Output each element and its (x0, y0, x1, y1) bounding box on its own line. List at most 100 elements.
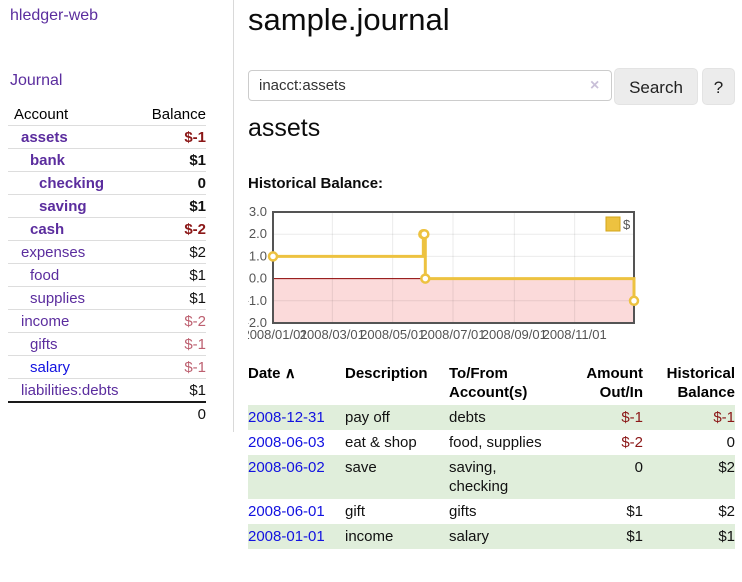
transaction-accounts: saving, checking (449, 455, 561, 499)
transaction-description: save (345, 459, 377, 476)
account-link-gifts[interactable]: gifts (30, 336, 58, 353)
transaction-accounts-line2: checking (449, 478, 509, 495)
accounts-header-balance: Balance (151, 106, 206, 123)
x-axis-tick-label: 2008/05/01 (360, 327, 425, 342)
transaction-accounts-line1: saving, (449, 459, 497, 476)
account-row: supplies $1 (8, 286, 206, 310)
account-link-bank[interactable]: bank (30, 152, 66, 169)
account-balance: $1 (140, 148, 206, 172)
account-link-expenses[interactable]: expenses (21, 244, 86, 261)
account-row: food $1 (8, 263, 206, 287)
transaction-amount: $-1 (621, 409, 643, 426)
legend-label: $ (623, 217, 631, 232)
transaction-balance: $1 (718, 528, 735, 545)
data-point-marker (420, 273, 431, 284)
account-balance: $1 (140, 286, 206, 310)
register-header-row: Date ∧ Description To/From Account(s) Am… (248, 361, 735, 405)
chart-border (272, 211, 635, 324)
x-axis-tick-label: 2008/07/01 (420, 327, 485, 342)
sidebar-item-journal[interactable]: Journal (10, 72, 63, 89)
transaction-amount: $1 (626, 528, 643, 545)
app-brand-link[interactable]: hledger-web (10, 7, 99, 24)
clear-search-icon[interactable]: × (590, 77, 600, 94)
register-header-accounts[interactable]: To/From Account(s) (449, 365, 528, 401)
account-row: assets $-1 (8, 125, 206, 149)
account-link-supplies[interactable]: supplies (30, 290, 86, 307)
transaction-accounts: food, supplies (449, 434, 542, 451)
x-axis-tick-label: 2008/03/01 (300, 327, 365, 342)
register-row: 2008-01-01 income salary $1 $1 (248, 524, 735, 549)
account-balance: $2 (140, 240, 206, 264)
account-row: liabilities:debts $1 (8, 378, 206, 402)
transaction-date-link[interactable]: 2008-06-03 (248, 434, 325, 451)
register-header-balance[interactable]: Historical Balance (666, 365, 735, 401)
sort-ascending-icon: ∧ (284, 365, 296, 382)
help-button[interactable]: ? (702, 68, 735, 105)
accounts-header-account: Account (14, 106, 69, 123)
register-row: 2008-06-02 save saving, checking 0 $2 (248, 455, 735, 499)
accounts-total-row: 0 (8, 401, 206, 425)
account-balance: $1 (140, 194, 206, 218)
register-table: Date ∧ Description To/From Account(s) Am… (248, 361, 735, 549)
accounts-table: Account Balance assets $-1 bank $1 check… (8, 103, 206, 425)
transaction-date-link[interactable]: 2008-01-01 (248, 528, 325, 545)
account-row: checking 0 (8, 171, 206, 195)
data-point-marker (267, 251, 279, 262)
register-row: 2008-12-31 pay off debts $-1 $-1 (248, 405, 735, 430)
chart-title: Historical Balance: (248, 175, 384, 192)
transaction-accounts: gifts (449, 503, 477, 520)
account-link-food[interactable]: food (30, 267, 60, 284)
account-link-income[interactable]: income (21, 313, 70, 330)
y-axis-tick-label: 1.0 (249, 248, 267, 263)
data-point-marker (628, 295, 640, 307)
account-link-saving[interactable]: saving (39, 198, 87, 215)
account-balance: $-1 (140, 332, 206, 356)
y-axis-tick-label: -1.0 (248, 293, 267, 308)
page-title: sample.journal (248, 2, 450, 37)
account-balance: $1 (140, 378, 206, 402)
account-heading: assets (248, 114, 321, 142)
account-balance: 0 (140, 171, 206, 195)
account-row: gifts $-1 (8, 332, 206, 356)
x-axis-tick-label: 2008/11/01 (543, 327, 607, 342)
transaction-balance: $-1 (713, 409, 735, 426)
account-balance: $-2 (140, 217, 206, 241)
register-header-date[interactable]: Date ∧ (248, 361, 345, 405)
negative-region (274, 278, 633, 322)
transaction-description: income (345, 528, 394, 545)
account-row: expenses $2 (8, 240, 206, 264)
account-link-liabilities-debts[interactable]: liabilities:debts (21, 382, 119, 399)
transaction-balance: $2 (718, 503, 735, 520)
historical-balance-chart: 3.0 2.0 1.0 0.0 -1.0 -2.02008/01/012008/03/01… (248, 206, 640, 342)
account-row: bank $1 (8, 148, 206, 172)
search-input[interactable] (248, 70, 612, 101)
transaction-date-link[interactable]: 2008-06-02 (248, 459, 325, 476)
y-axis-tick-label: 3.0 (249, 206, 267, 219)
transaction-amount: $-2 (621, 434, 643, 451)
transaction-balance: $2 (718, 459, 735, 476)
account-link-checking[interactable]: checking (39, 175, 105, 192)
account-balance: $1 (140, 263, 206, 287)
x-axis-tick-label: 2008/09/01 (482, 327, 547, 342)
account-balance: $-1 (140, 125, 206, 149)
x-axis-tick-label: 2008/01/01 (248, 327, 308, 342)
register-header-date-label: Date (248, 365, 281, 382)
transaction-description: eat & shop (345, 434, 417, 451)
register-header-description[interactable]: Description (345, 365, 428, 382)
transaction-date-link[interactable]: 2008-06-01 (248, 503, 325, 520)
account-row: salary $-1 (8, 355, 206, 379)
account-balance: $-2 (140, 309, 206, 333)
account-link-assets[interactable]: assets (21, 129, 68, 146)
account-row: income $-2 (8, 309, 206, 333)
transaction-accounts: debts (449, 409, 486, 426)
account-balance: $-1 (140, 355, 206, 379)
search-button[interactable]: Search (614, 68, 698, 105)
transaction-accounts: salary (449, 528, 490, 545)
register-row: 2008-06-01 gift gifts $1 $2 (248, 499, 735, 524)
account-link-salary[interactable]: salary (30, 359, 71, 376)
transaction-description: pay off (345, 409, 390, 426)
transaction-description: gift (345, 503, 366, 520)
account-link-cash[interactable]: cash (30, 221, 65, 238)
transaction-date-link[interactable]: 2008-12-31 (248, 409, 325, 426)
register-header-amount[interactable]: Amount Out/In (586, 365, 643, 401)
